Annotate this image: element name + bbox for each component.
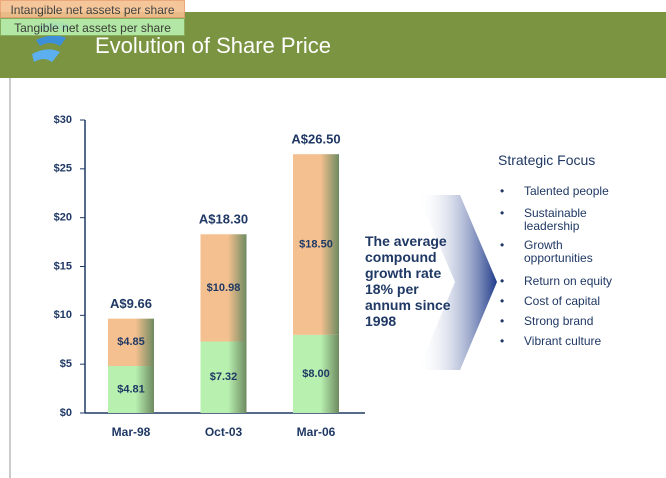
chevron [418,195,497,370]
y-tick-label: $25 [54,163,72,175]
bullet: • [500,274,505,288]
callout-line: compound [365,249,437,265]
callout-line: 18% per [365,281,419,297]
focus-item: Strong brand [524,314,594,328]
bullet: • [500,184,505,198]
y-tick-label: $5 [60,358,72,370]
bar-segment [293,334,339,413]
y-tick-label: $15 [54,260,72,272]
callout-line: annum since [365,297,451,313]
focus-item: Vibrant culture [524,334,602,348]
bullet: • [500,314,505,328]
value-label: $4.85 [117,336,145,348]
focus-item: Growth opportunities [524,238,593,265]
bullet: • [500,294,505,308]
bar-segment [293,154,339,335]
focus-item: Talented people [524,184,609,198]
bar-segment [200,234,247,342]
bar-segment [108,366,154,413]
value-label: $7.32 [210,371,238,383]
total-label: A$26.50 [291,132,340,147]
callout-line: The average [365,233,447,249]
bullet: • [500,334,505,348]
total-label: A$18.30 [199,212,248,227]
bar-segment [200,341,247,413]
value-label: $8.00 [302,368,330,380]
x-tick-label: Mar-06 [297,425,336,439]
x-tick-label: Mar-98 [112,425,151,439]
value-label: $18.50 [299,238,333,250]
value-label: $4.81 [117,383,145,395]
focus-title: Strategic Focus [498,152,596,168]
bar-segment [108,318,154,367]
callout-line: growth rate [365,265,442,281]
callout-line: 1998 [365,313,397,329]
title: Evolution of Share Price [95,33,331,58]
y-tick-label: $30 [54,114,72,126]
focus-item: Sustainable leadership [524,206,587,233]
y-tick-label: $20 [54,212,72,224]
y-tick-label: $10 [54,309,72,321]
value-label: $10.98 [207,282,241,294]
total-label: A$9.66 [110,296,152,311]
bullet: • [500,206,505,220]
bullet: • [500,238,505,252]
x-tick-label: Oct-03 [205,425,243,439]
legend-entry: Tangible net assets per share [0,18,185,36]
focus-item: Return on equity [524,274,613,288]
y-tick-label: $0 [60,407,72,419]
focus-item: Cost of capital [524,294,601,308]
callout: The average compound growth rate 18% per ann… [365,233,463,329]
legend-entry: Intangible net assets per share [0,0,185,18]
